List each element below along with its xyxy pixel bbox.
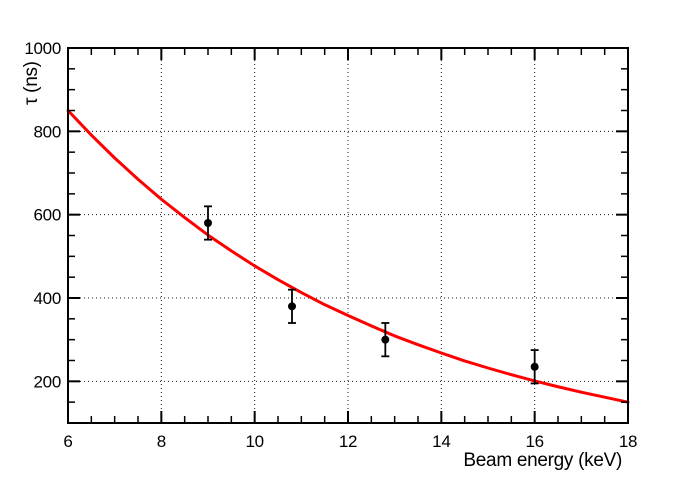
- axis-ticks: [67, 47, 629, 423]
- data-point: [381, 322, 390, 358]
- x-tick-labels: 6 8 10 12 14 16 18: [63, 432, 637, 451]
- x-tick-label: 18: [619, 432, 637, 451]
- data-point: [288, 288, 296, 324]
- data-point: [204, 205, 212, 241]
- x-tick-label: 16: [526, 432, 544, 451]
- y-tick-label: 1000: [24, 39, 61, 58]
- x-tick-label: 10: [246, 432, 264, 451]
- y-tick-label: 400: [34, 289, 61, 308]
- gridlines: [68, 48, 628, 423]
- x-tick-label: 14: [432, 432, 450, 451]
- y-tick-label: 800: [34, 122, 61, 141]
- data-points: [204, 205, 539, 385]
- data-point-marker: [530, 362, 539, 371]
- data-point-marker: [381, 335, 390, 344]
- y-tick-labels: 200 400 600 800 1000: [24, 39, 61, 391]
- x-tick-label: 6: [63, 432, 72, 451]
- y-axis-title: τ (ns): [21, 61, 42, 105]
- x-tick-label: 8: [157, 432, 166, 451]
- x-tick-label: 12: [339, 432, 357, 451]
- data-point-marker: [288, 302, 296, 311]
- y-tick-label: 200: [34, 372, 61, 391]
- data-point: [530, 349, 539, 385]
- y-tick-label: 600: [34, 206, 61, 225]
- x-axis-title: Beam energy (keV): [463, 450, 622, 471]
- data-point-marker: [204, 219, 212, 227]
